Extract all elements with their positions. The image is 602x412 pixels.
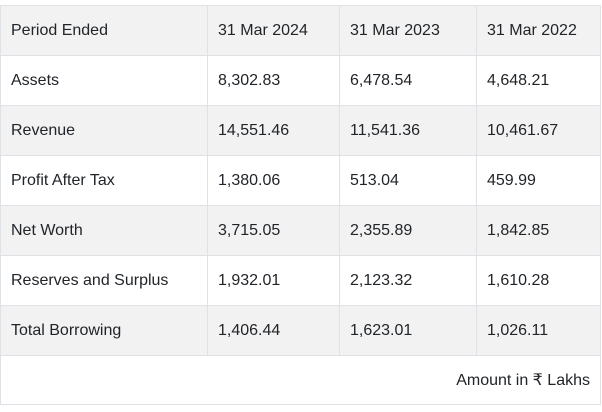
cell-value: 1,623.01	[339, 305, 477, 356]
row-label: Revenue	[0, 105, 208, 156]
cell-value: 2,355.89	[339, 205, 477, 256]
cell-value: 1,406.44	[207, 305, 340, 356]
cell-value: 10,461.67	[476, 105, 601, 156]
table-row-profit-after-tax: Profit After Tax 1,380.06 513.04 459.99	[0, 155, 601, 206]
header-31-mar-2024: 31 Mar 2024	[207, 5, 340, 56]
table-row-net-worth: Net Worth 3,715.05 2,355.89 1,842.85	[0, 205, 601, 256]
cell-value: 1,610.28	[476, 255, 601, 306]
cell-value: 6,478.54	[339, 55, 477, 106]
cell-value: 1,026.11	[476, 305, 601, 356]
table-row-total-borrowing: Total Borrowing 1,406.44 1,623.01 1,026.…	[0, 305, 601, 356]
row-label: Assets	[0, 55, 208, 106]
table-body: Assets 8,302.83 6,478.54 4,648.21 Revenu…	[0, 55, 601, 356]
table-row-revenue: Revenue 14,551.46 11,541.36 10,461.67	[0, 105, 601, 156]
header-period-ended: Period Ended	[0, 5, 208, 56]
header-31-mar-2023: 31 Mar 2023	[339, 5, 477, 56]
financial-summary-table: Period Ended 31 Mar 2024 31 Mar 2023 31 …	[0, 5, 601, 405]
table-row-reserves-and-surplus: Reserves and Surplus 1,932.01 2,123.32 1…	[0, 255, 601, 306]
cell-value: 11,541.36	[339, 105, 477, 156]
row-label: Reserves and Surplus	[0, 255, 208, 306]
amount-unit-note: Amount in ₹ Lakhs	[0, 355, 601, 405]
row-label: Profit After Tax	[0, 155, 208, 206]
cell-value: 1,380.06	[207, 155, 340, 206]
row-label: Net Worth	[0, 205, 208, 256]
cell-value: 2,123.32	[339, 255, 477, 306]
cell-value: 3,715.05	[207, 205, 340, 256]
footer-row: Amount in ₹ Lakhs	[0, 355, 601, 405]
cell-value: 1,842.85	[476, 205, 601, 256]
header-row: Period Ended 31 Mar 2024 31 Mar 2023 31 …	[0, 5, 601, 56]
cell-value: 8,302.83	[207, 55, 340, 106]
table-footer: Amount in ₹ Lakhs	[0, 355, 601, 405]
cell-value: 4,648.21	[476, 55, 601, 106]
cell-value: 459.99	[476, 155, 601, 206]
cell-value: 1,932.01	[207, 255, 340, 306]
header-31-mar-2022: 31 Mar 2022	[476, 5, 601, 56]
cell-value: 14,551.46	[207, 105, 340, 156]
row-label: Total Borrowing	[0, 305, 208, 356]
table-row-assets: Assets 8,302.83 6,478.54 4,648.21	[0, 55, 601, 106]
table-header: Period Ended 31 Mar 2024 31 Mar 2023 31 …	[0, 5, 601, 56]
cell-value: 513.04	[339, 155, 477, 206]
